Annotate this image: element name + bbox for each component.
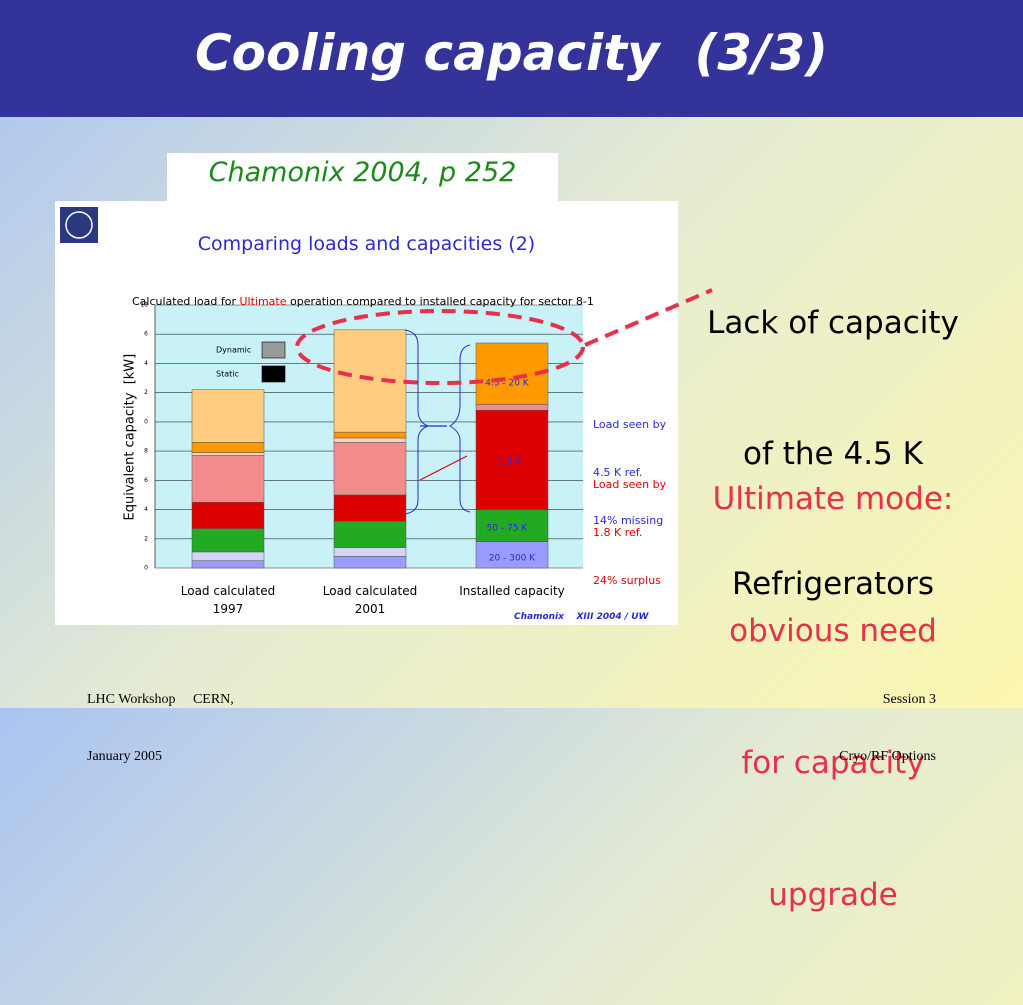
dashed-highlight xyxy=(295,309,585,385)
dashed-pointer xyxy=(584,288,713,347)
y-tick-label: 4 xyxy=(144,360,148,367)
caption-box xyxy=(167,153,558,201)
y-tick-label: 2 xyxy=(144,389,148,396)
y-tick-label: 0 xyxy=(144,565,148,572)
x-tick-label: Load calculated 2001 xyxy=(322,584,418,616)
y-axis-label: Equivalent capacity [kW] xyxy=(122,353,138,521)
bar-segment xyxy=(333,556,407,569)
bar-segment xyxy=(191,455,265,503)
segment-label: 50 - 75 K xyxy=(487,524,529,534)
callout-line: Ultimate mode: xyxy=(712,481,954,517)
callout: Lack of capacity of the 4.5 K Refrigerat… xyxy=(688,215,978,694)
legend-swatch xyxy=(261,365,286,383)
image-credit: Chamonix XIII 2004 / UW xyxy=(514,612,649,622)
footer-right: Session 3 Cryo/RF Options xyxy=(736,652,936,804)
bar-segment xyxy=(191,502,265,529)
legend-label: Static xyxy=(216,370,239,379)
bar-segment xyxy=(191,551,265,561)
bar-segment xyxy=(475,509,549,542)
load-note: Load seen by 4.5 K ref. 14% missing xyxy=(593,385,666,561)
bar-segment xyxy=(191,560,265,569)
header-bar xyxy=(0,0,1023,117)
bar-segment xyxy=(333,494,407,522)
chart: 0 2 4 6 8 0 2 4 6 18 20 - 300 K 50 - 75 K 1.8 K 4.5 -… xyxy=(60,207,713,572)
chart-subtitle: Calculated load for Ultimate operation c… xyxy=(118,282,594,321)
callout-line: of the 4.5 K xyxy=(743,435,923,472)
callout-line: Lack of capacity xyxy=(707,305,959,341)
y-tick-label: 18 xyxy=(140,302,148,309)
legend-label: Dynamic xyxy=(216,346,251,355)
y-tick-label: 8 xyxy=(144,448,148,455)
bar-segment xyxy=(333,442,407,496)
segment-label: 1.8 K xyxy=(498,458,522,468)
bar-segment xyxy=(191,528,265,553)
note-line: 24% surplus xyxy=(593,574,661,587)
legend-swatch xyxy=(261,341,286,359)
bar-segment xyxy=(475,404,549,411)
note-line: 14% missing xyxy=(593,514,664,527)
subtitle-part: Calculated load for xyxy=(132,295,240,308)
subtitle-part: operation compared to installed capacity… xyxy=(286,295,594,308)
y-tick-label: 4 xyxy=(144,506,148,513)
slide-title: Cooling capacity (3/3) xyxy=(194,24,828,82)
slide: Cooling capacity (3/3) Chamonix 2004, p … xyxy=(0,0,1023,913)
y-tick-label: 0 xyxy=(144,418,148,425)
note-line: 4.5 K ref. xyxy=(593,466,643,479)
footer-left: LHC Workshop CERN, January 2005 xyxy=(87,652,234,804)
x-tick-label: Installed capacity xyxy=(459,584,565,598)
cern-logo xyxy=(60,207,98,243)
subtitle-highlight: Ultimate xyxy=(239,295,287,308)
bar-segment xyxy=(333,547,407,557)
bar-segment xyxy=(191,442,265,453)
bar-segment xyxy=(191,389,265,443)
brace xyxy=(449,344,471,513)
callout-line: upgrade xyxy=(768,877,898,913)
note-line: Load seen by xyxy=(593,418,667,431)
source-caption: Chamonix 2004, p 252 xyxy=(208,157,517,188)
footer-line: Cryo/RF Options xyxy=(839,749,936,764)
callout-line: Refrigerators xyxy=(732,566,934,602)
slide-page: Cooling capacity (3/3) Chamonix 2004, p … xyxy=(0,0,1023,913)
bar-segment xyxy=(333,437,407,443)
bar-segment xyxy=(191,452,265,456)
arrow xyxy=(419,455,468,481)
bar-segment xyxy=(333,431,407,439)
footer-line: January 2005 xyxy=(87,749,163,764)
y-tick-label: 6 xyxy=(144,331,148,338)
bar-segment xyxy=(475,541,549,569)
footer-line: Session 3 xyxy=(882,692,936,707)
bar-segment xyxy=(333,520,407,548)
segment-label: 20 - 300 K xyxy=(489,554,536,564)
note-line: 1.8 K ref. xyxy=(593,526,643,539)
y-tick-label: 6 xyxy=(144,477,148,484)
bar-segment xyxy=(475,409,549,510)
footer-line: LHC Workshop CERN, xyxy=(87,692,234,707)
segment-label: 4.5 - 20 K xyxy=(485,379,530,389)
note-line: Load seen by xyxy=(593,478,667,491)
callout-line: obvious need xyxy=(729,613,937,649)
y-tick-label: 2 xyxy=(144,535,148,542)
x-tick-label: Load calculated 1997 xyxy=(180,584,276,616)
chart-title: Comparing loads and capacities (2) xyxy=(197,233,536,255)
logo-ring xyxy=(65,211,93,239)
load-note: Load seen by 1.8 K ref. 24% surplus xyxy=(593,445,666,621)
